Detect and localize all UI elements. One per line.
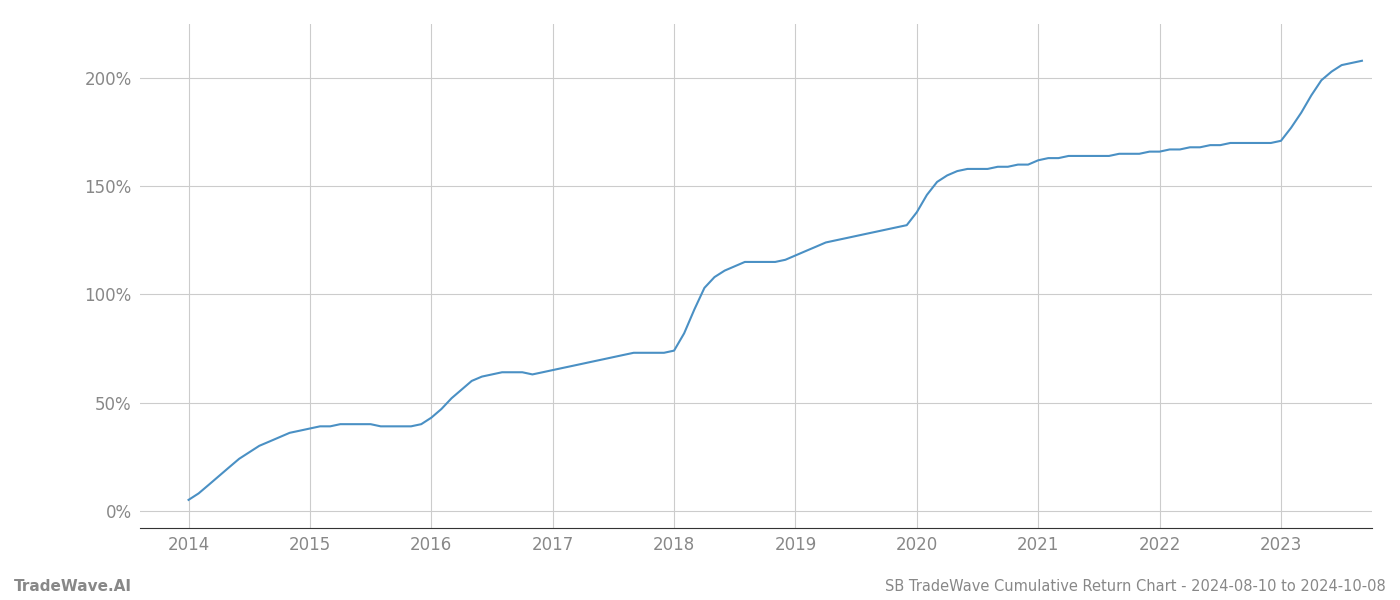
Text: TradeWave.AI: TradeWave.AI [14, 579, 132, 594]
Text: SB TradeWave Cumulative Return Chart - 2024-08-10 to 2024-10-08: SB TradeWave Cumulative Return Chart - 2… [885, 579, 1386, 594]
